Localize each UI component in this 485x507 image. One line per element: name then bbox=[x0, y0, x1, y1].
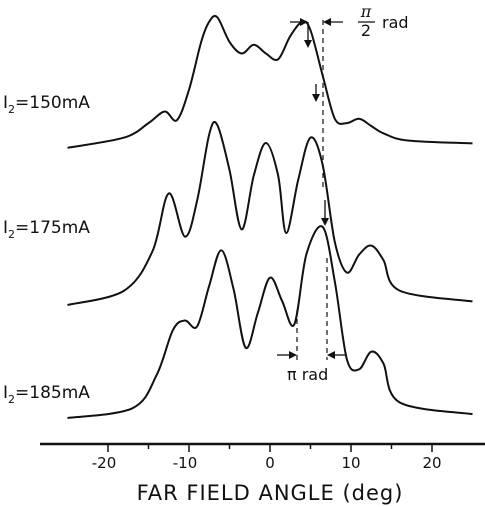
x-tick-label: 20 bbox=[422, 454, 441, 472]
pi-rad-label: π rad bbox=[287, 365, 328, 384]
curve-150ma bbox=[67, 14, 473, 149]
curve-185ma bbox=[67, 225, 473, 419]
svg-text:rad: rad bbox=[382, 13, 409, 32]
x-tick-label: 10 bbox=[341, 454, 360, 472]
peak-arrow-175ma bbox=[312, 84, 320, 102]
x-axis-title: FAR FIELD ANGLE (deg) bbox=[137, 481, 404, 505]
x-tick-label: 0 bbox=[265, 454, 275, 472]
x-ticks bbox=[107, 444, 433, 452]
peak-arrow-185ma bbox=[321, 200, 329, 226]
half-pi-annotation: π 2 rad bbox=[358, 2, 409, 40]
series-label-150ma: I2=150mA bbox=[3, 93, 90, 116]
x-tick-label: -10 bbox=[173, 454, 198, 472]
svg-text:2: 2 bbox=[361, 21, 371, 40]
curve-175ma bbox=[67, 120, 473, 306]
svg-text:π: π bbox=[360, 2, 372, 21]
series-label-175ma: I2=175mA bbox=[3, 218, 90, 241]
pi-annotation-arrows bbox=[277, 351, 347, 359]
half-pi-annotation-arrows bbox=[290, 18, 343, 26]
x-tick-label: -20 bbox=[92, 454, 117, 472]
series-label-185ma: I2=185mA bbox=[3, 383, 90, 406]
peak-arrow-150ma bbox=[304, 22, 312, 48]
